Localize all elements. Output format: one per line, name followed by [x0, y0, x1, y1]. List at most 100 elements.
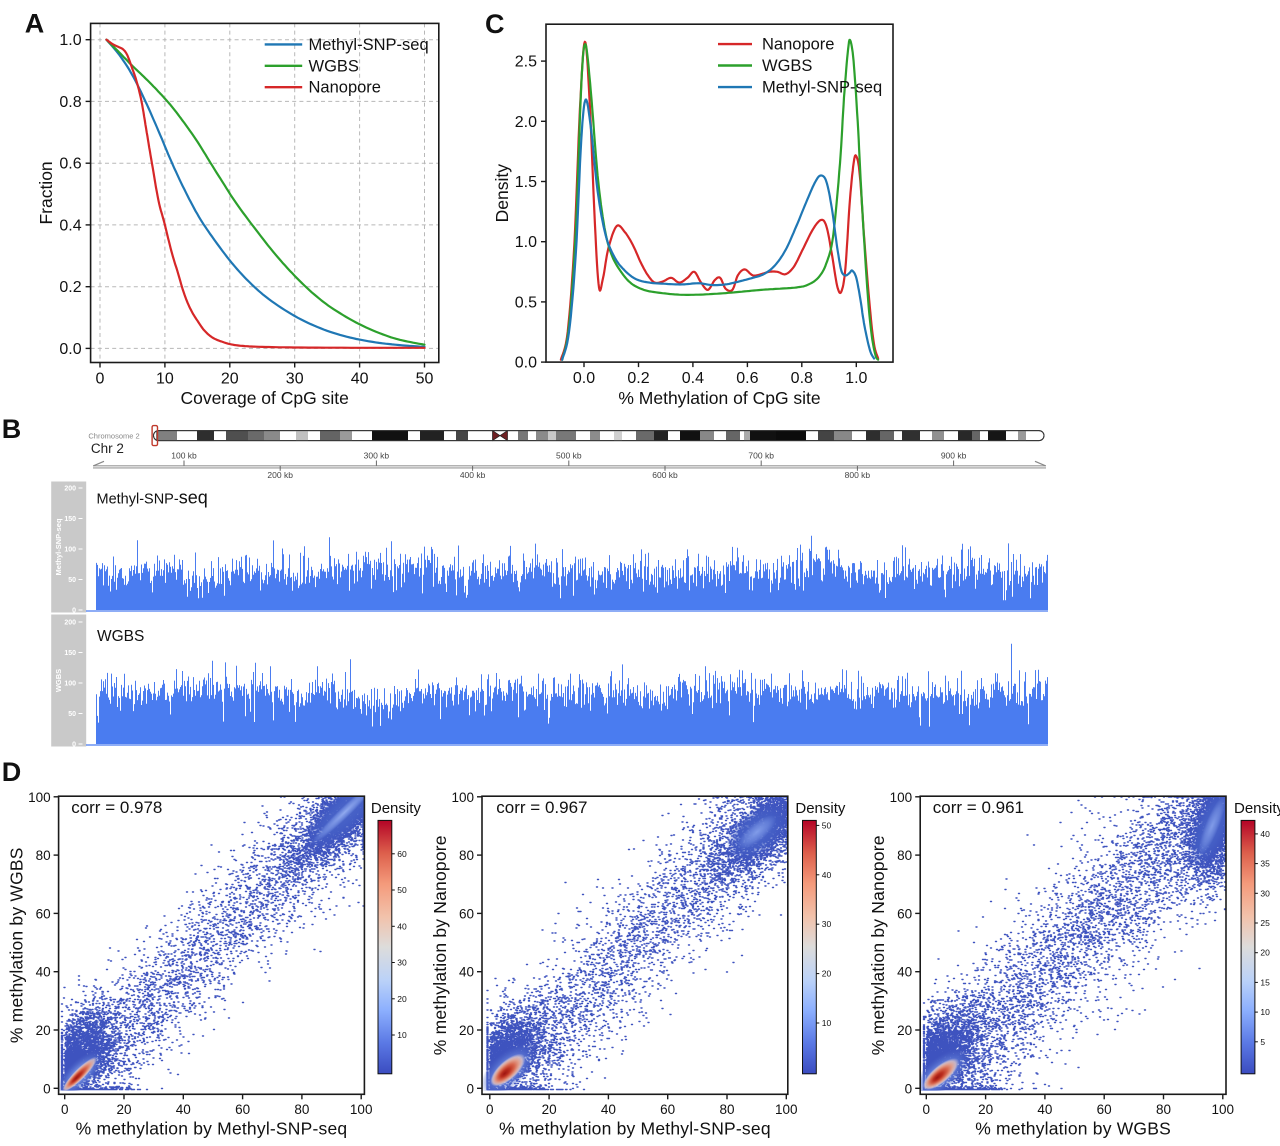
svg-text:% methylation by Methyl-SNP-se: % methylation by Methyl-SNP-seq — [499, 1119, 771, 1139]
svg-text:0: 0 — [96, 371, 105, 388]
svg-text:500 kb: 500 kb — [556, 451, 582, 461]
svg-text:0.2: 0.2 — [627, 370, 649, 387]
svg-text:80: 80 — [719, 1102, 734, 1117]
svg-text:0.8: 0.8 — [59, 94, 81, 111]
svg-text:100: 100 — [64, 681, 76, 688]
svg-text:Fraction: Fraction — [36, 161, 56, 224]
svg-text:% methylation by WGBS: % methylation by WGBS — [975, 1119, 1171, 1139]
svg-text:200: 200 — [64, 620, 76, 627]
svg-text:Chr 2: Chr 2 — [91, 441, 124, 456]
svg-text:Density: Density — [492, 164, 512, 223]
svg-text:0.0: 0.0 — [59, 341, 81, 358]
svg-text:35: 35 — [1260, 859, 1270, 869]
svg-text:Nanopore: Nanopore — [309, 79, 381, 97]
svg-text:900 kb: 900 kb — [941, 451, 967, 461]
svg-text:1.0: 1.0 — [845, 370, 867, 387]
svg-text:600 kb: 600 kb — [652, 470, 678, 480]
svg-text:A: A — [25, 8, 45, 38]
svg-text:100: 100 — [451, 790, 474, 805]
svg-text:0.5: 0.5 — [515, 294, 537, 311]
svg-text:0: 0 — [72, 608, 76, 615]
svg-text:10: 10 — [397, 1030, 407, 1040]
svg-text:30: 30 — [286, 371, 304, 388]
svg-text:WGBS: WGBS — [54, 669, 63, 692]
svg-text:25: 25 — [1260, 918, 1270, 928]
svg-text:150: 150 — [64, 516, 76, 523]
svg-text:80: 80 — [36, 848, 51, 863]
svg-text:0.0: 0.0 — [515, 355, 537, 372]
svg-text:0.2: 0.2 — [59, 279, 81, 296]
svg-text:50: 50 — [397, 885, 407, 895]
svg-text:WGBS: WGBS — [309, 57, 359, 75]
svg-text:Density: Density — [795, 800, 846, 817]
svg-text:100: 100 — [64, 547, 76, 554]
svg-text:0: 0 — [466, 1081, 474, 1096]
svg-text:0.6: 0.6 — [59, 156, 81, 173]
svg-text:20: 20 — [397, 994, 407, 1004]
svg-text:0: 0 — [43, 1081, 51, 1096]
svg-text:40: 40 — [601, 1102, 616, 1117]
svg-text:Methyl-SNP-seq: Methyl-SNP-seq — [309, 36, 429, 54]
svg-text:40: 40 — [36, 965, 51, 980]
svg-text:60: 60 — [235, 1102, 250, 1117]
svg-text:20: 20 — [897, 1023, 912, 1038]
svg-text:150: 150 — [64, 650, 76, 657]
svg-text:1.5: 1.5 — [515, 174, 537, 191]
svg-text:20: 20 — [1260, 948, 1270, 958]
svg-text:2.5: 2.5 — [515, 54, 537, 71]
svg-text:C: C — [485, 9, 505, 39]
svg-text:50: 50 — [68, 577, 76, 584]
svg-text:corr = 0.978: corr = 0.978 — [71, 798, 162, 817]
svg-text:40: 40 — [1037, 1102, 1052, 1117]
svg-text:Coverage of CpG site: Coverage of CpG site — [181, 388, 349, 408]
svg-text:40: 40 — [397, 921, 407, 931]
svg-text:% Methylation of CpG site: % Methylation of CpG site — [618, 388, 820, 408]
svg-text:30: 30 — [1260, 888, 1270, 898]
svg-text:80: 80 — [897, 848, 912, 863]
svg-text:0.0: 0.0 — [573, 370, 595, 387]
svg-text:60: 60 — [459, 906, 474, 921]
svg-text:0: 0 — [61, 1102, 69, 1117]
svg-text:50: 50 — [822, 820, 832, 830]
svg-text:0.4: 0.4 — [682, 370, 704, 387]
svg-text:5: 5 — [1260, 1037, 1265, 1047]
svg-text:1.0: 1.0 — [515, 234, 537, 251]
svg-text:800 kb: 800 kb — [845, 470, 871, 480]
svg-text:300 kb: 300 kb — [364, 451, 390, 461]
svg-text:10: 10 — [822, 1018, 832, 1028]
svg-text:80: 80 — [459, 848, 474, 863]
svg-text:% methylation by Methyl-SNP-se: % methylation by Methyl-SNP-seq — [76, 1119, 348, 1139]
svg-text:100: 100 — [350, 1102, 373, 1117]
svg-text:D: D — [2, 757, 22, 787]
svg-text:0: 0 — [72, 742, 76, 749]
svg-text:% methylation by Nanopore: % methylation by Nanopore — [430, 835, 450, 1055]
svg-text:60: 60 — [1097, 1102, 1112, 1117]
svg-text:40: 40 — [897, 965, 912, 980]
svg-text:40: 40 — [822, 870, 832, 880]
svg-text:20: 20 — [221, 371, 239, 388]
svg-text:30: 30 — [822, 919, 832, 929]
svg-text:50: 50 — [416, 371, 434, 388]
svg-text:10: 10 — [1260, 1007, 1270, 1017]
svg-text:400 kb: 400 kb — [460, 470, 486, 480]
svg-text:1.0: 1.0 — [59, 32, 81, 49]
svg-text:20: 20 — [978, 1102, 993, 1117]
svg-text:15: 15 — [1260, 977, 1270, 987]
svg-text:60: 60 — [397, 849, 407, 859]
svg-text:0: 0 — [486, 1102, 494, 1117]
svg-text:20: 20 — [36, 1023, 51, 1038]
svg-text:20: 20 — [542, 1102, 557, 1117]
svg-text:200: 200 — [64, 486, 76, 493]
svg-text:0.6: 0.6 — [736, 370, 758, 387]
svg-text:Density: Density — [1234, 800, 1280, 817]
svg-text:40: 40 — [351, 371, 369, 388]
svg-text:700 kb: 700 kb — [748, 451, 774, 461]
svg-text:0.8: 0.8 — [791, 370, 813, 387]
svg-text:80: 80 — [294, 1102, 309, 1117]
svg-text:50: 50 — [68, 711, 76, 718]
svg-text:0: 0 — [923, 1102, 931, 1117]
svg-text:% methylation by WGBS: % methylation by WGBS — [7, 847, 27, 1043]
svg-text:40: 40 — [459, 965, 474, 980]
svg-text:30: 30 — [397, 958, 407, 968]
svg-text:40: 40 — [176, 1102, 191, 1117]
